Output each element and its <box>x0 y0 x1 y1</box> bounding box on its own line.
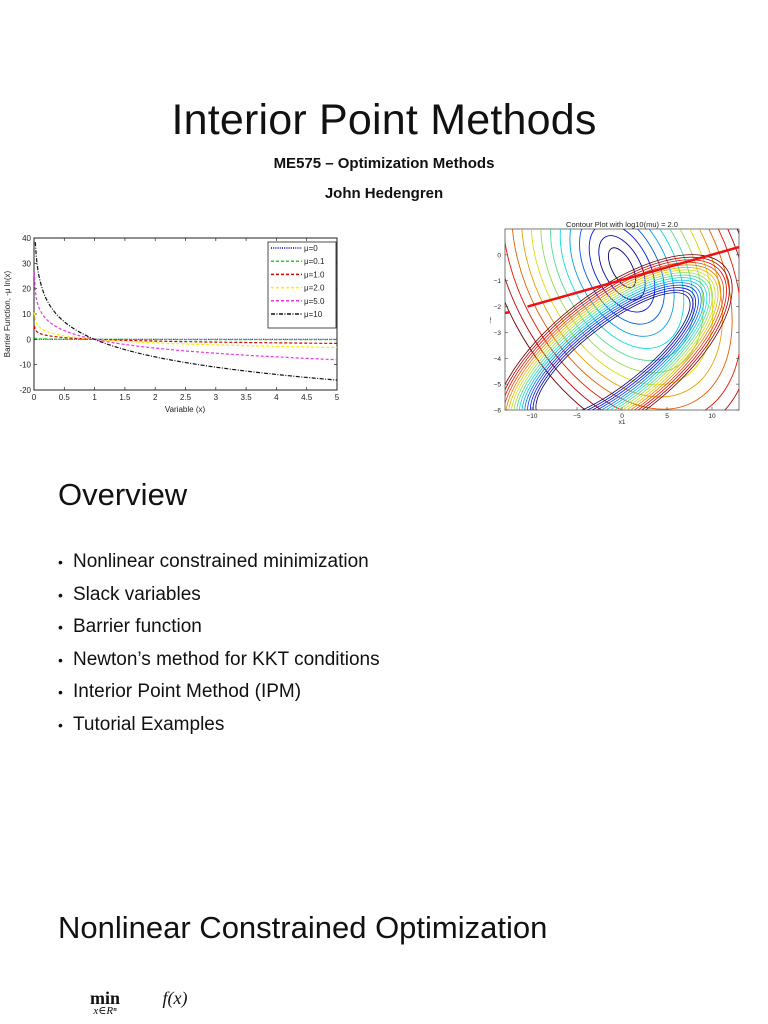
svg-text:μ=0: μ=0 <box>304 244 318 253</box>
svg-text:-10: -10 <box>19 361 31 370</box>
bullet-item: • Tutorial Examples <box>58 709 380 742</box>
bullet-item: • Barrier function <box>58 611 380 644</box>
svg-text:0.5: 0.5 <box>59 393 71 402</box>
contour-x-label: x1 <box>619 419 626 426</box>
svg-text:40: 40 <box>22 234 31 243</box>
axis-ticks: 0 0.5 1 1.5 2 2.5 3 3.5 4 4.5 5 40 30 20 10 0 -10 -20 <box>19 234 339 402</box>
nonlinear-heading: Nonlinear Constrained Optimization <box>58 910 548 945</box>
svg-text:3: 3 <box>214 393 219 402</box>
svg-text:3.5: 3.5 <box>241 393 253 402</box>
svg-text:2: 2 <box>153 393 158 402</box>
svg-text:μ=1.0: μ=1.0 <box>304 270 325 279</box>
svg-text:0: 0 <box>27 335 32 344</box>
bullet-item: • Nonlinear constrained minimization <box>58 546 380 579</box>
svg-text:μ=5.0: μ=5.0 <box>304 297 325 306</box>
svg-text:0: 0 <box>32 393 37 402</box>
svg-text:1.5: 1.5 <box>119 393 131 402</box>
contour-plot: Contour Plot with log10(mu) = 2.0 −10 −5 0… <box>490 220 740 426</box>
svg-text:10: 10 <box>22 310 31 319</box>
svg-text:0: 0 <box>620 413 624 420</box>
contour-lines <box>505 229 739 410</box>
svg-text:-20: -20 <box>19 386 31 395</box>
bullet-glyph: • <box>58 651 63 668</box>
bullet-glyph: • <box>58 554 63 570</box>
svg-text:0: 0 <box>497 252 501 259</box>
bullet-glyph: • <box>58 684 63 700</box>
x-axis-label: Variable (x) <box>165 405 206 414</box>
bullet-item: • Interior Point Method (IPM) <box>58 676 380 709</box>
bullet-item: • Newton’s method for KKT conditions <box>58 644 380 677</box>
svg-text:5: 5 <box>335 393 340 402</box>
overview-bullet-list: • Nonlinear constrained minimization • Sla… <box>58 546 380 741</box>
svg-text:−5: −5 <box>494 382 502 389</box>
svg-text:4.5: 4.5 <box>301 393 313 402</box>
svg-text:−6: −6 <box>494 408 502 415</box>
bullet-item: • Slack variables <box>58 579 380 612</box>
bullet-text: Barrier function <box>73 616 202 637</box>
contour-y-label: x2 <box>490 316 493 323</box>
min-subscript: x∈Rⁿ <box>93 1005 117 1017</box>
course-subtitle: ME575 – Optimization Methods <box>273 155 495 172</box>
bullet-text: Slack variables <box>73 583 201 605</box>
svg-text:−5: −5 <box>573 413 581 420</box>
svg-text:1: 1 <box>92 393 97 402</box>
bullet-glyph: • <box>58 619 63 635</box>
author-name: John Hedengren <box>324 185 444 202</box>
svg-text:−2: −2 <box>494 304 502 311</box>
svg-text:μ=2.0: μ=2.0 <box>304 284 325 293</box>
contour-title: Contour Plot with log10(mu) = 2.0 <box>566 220 678 229</box>
bullet-glyph: • <box>58 716 63 733</box>
svg-text:−4: −4 <box>494 356 502 363</box>
min-operator: min <box>90 988 121 1008</box>
svg-text:2.5: 2.5 <box>180 393 192 402</box>
bullet-text: Tutorial Examples <box>73 713 225 735</box>
overview-heading: Overview <box>58 477 188 512</box>
svg-text:30: 30 <box>22 259 31 268</box>
svg-text:μ=0.1: μ=0.1 <box>304 257 325 266</box>
slide-title: Interior Point Methods <box>171 96 597 144</box>
bullet-text: Interior Point Method (IPM) <box>73 681 302 702</box>
contour-axis-ticks: −10 −5 0 5 10 0 −1 −2 −3 −4 −5 −6 <box>494 252 739 420</box>
chart-legend: μ=0 μ=0.1 μ=1.0 μ=2.0 μ=5.0 μ=10 <box>267 241 337 329</box>
bullet-text: Newton’s method for KKT conditions <box>73 648 380 670</box>
svg-text:−3: −3 <box>494 330 502 337</box>
bullet-glyph: • <box>58 586 63 603</box>
chart-series <box>33 242 338 381</box>
y-axis-label: Barrier Function, -μ ln(x) <box>3 270 12 357</box>
svg-text:−10: −10 <box>526 413 537 420</box>
objective-function: f(x) <box>162 988 188 1008</box>
barrier-function-chart: 0 0.5 1 1.5 2 2.5 3 3.5 4 4.5 5 40 30 20 10 0 -10 -20 Var… <box>3 234 340 414</box>
svg-text:10: 10 <box>708 413 716 420</box>
svg-text:−1: −1 <box>494 278 502 285</box>
bullet-text: Nonlinear constrained minimization <box>73 551 369 572</box>
optimization-formula: min x∈Rⁿ f(x) <box>90 988 188 1017</box>
svg-text:5: 5 <box>665 413 669 420</box>
svg-text:μ=10: μ=10 <box>304 310 323 319</box>
svg-text:20: 20 <box>22 285 31 294</box>
svg-text:4: 4 <box>274 393 279 402</box>
